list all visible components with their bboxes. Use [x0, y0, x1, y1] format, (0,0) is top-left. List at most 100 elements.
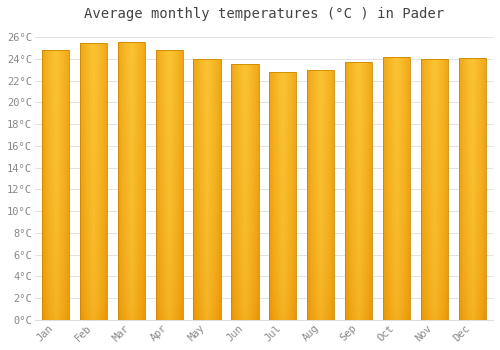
Bar	[383, 182, 410, 185]
Bar	[458, 87, 486, 91]
Bar	[383, 99, 410, 103]
Bar	[232, 218, 258, 221]
Bar	[400, 57, 401, 320]
Bar	[383, 142, 410, 146]
Bar	[164, 50, 165, 320]
Bar	[80, 223, 107, 226]
Bar	[156, 134, 183, 138]
Bar	[307, 207, 334, 210]
Bar	[458, 64, 486, 68]
Bar	[232, 74, 258, 77]
Bar	[80, 205, 107, 209]
Bar	[44, 50, 46, 320]
Bar	[269, 273, 296, 276]
Bar	[118, 309, 145, 313]
Bar	[293, 72, 294, 320]
Bar	[194, 59, 220, 320]
Bar	[383, 93, 410, 96]
Bar	[232, 90, 258, 93]
Bar	[118, 250, 145, 254]
Bar	[307, 276, 334, 279]
Bar	[432, 59, 433, 320]
Bar	[194, 196, 220, 199]
Bar	[118, 243, 145, 247]
Bar	[345, 256, 372, 259]
Bar	[156, 188, 183, 192]
Bar	[156, 91, 183, 94]
Bar	[307, 254, 334, 257]
Bar	[420, 157, 448, 160]
Bar	[86, 43, 88, 320]
Bar	[232, 224, 258, 227]
Bar	[168, 50, 169, 320]
Bar	[42, 198, 69, 202]
Bar	[80, 126, 107, 129]
Bar	[126, 42, 127, 320]
Bar	[80, 63, 107, 67]
Bar	[232, 112, 258, 116]
Bar	[345, 75, 372, 78]
Bar	[194, 134, 220, 137]
Bar	[156, 307, 183, 310]
Bar	[216, 59, 218, 320]
Bar	[383, 284, 410, 287]
Bar	[332, 70, 333, 320]
Bar	[156, 70, 183, 74]
Bar	[269, 292, 296, 295]
Bar	[232, 64, 234, 320]
Bar	[42, 158, 69, 161]
Bar	[307, 310, 334, 314]
Bar	[56, 50, 57, 320]
Bar	[345, 133, 372, 136]
Bar	[194, 268, 220, 271]
Bar	[383, 57, 410, 60]
Bar	[420, 258, 448, 261]
Bar	[420, 290, 448, 294]
Bar	[80, 275, 107, 278]
Bar	[458, 123, 486, 127]
Bar	[307, 289, 334, 292]
Bar	[232, 195, 258, 198]
Bar	[383, 280, 410, 284]
Bar	[176, 50, 178, 320]
Bar	[42, 178, 69, 182]
Bar	[269, 131, 296, 134]
Bar	[269, 227, 296, 230]
Bar	[118, 313, 145, 316]
Bar	[383, 159, 410, 162]
Bar	[232, 304, 258, 307]
Bar	[101, 43, 102, 320]
Bar	[420, 186, 448, 189]
Bar	[80, 122, 107, 126]
Bar	[358, 62, 360, 320]
Bar	[345, 114, 372, 117]
Bar	[307, 292, 334, 295]
Bar	[388, 57, 389, 320]
Bar	[106, 43, 107, 320]
Bar	[80, 303, 107, 306]
Bar	[80, 237, 107, 240]
Bar	[118, 69, 145, 73]
Bar	[345, 201, 372, 204]
Bar	[194, 193, 220, 196]
Bar	[156, 205, 183, 209]
Bar	[118, 118, 145, 121]
Bar	[232, 262, 258, 266]
Bar	[307, 123, 334, 126]
Bar	[307, 95, 334, 98]
Bar	[307, 245, 334, 248]
Bar	[156, 158, 183, 161]
Bar	[383, 162, 410, 165]
Bar	[269, 149, 296, 153]
Bar	[420, 287, 448, 290]
Bar	[420, 235, 448, 238]
Bar	[194, 102, 220, 105]
Bar	[383, 80, 410, 83]
Bar	[383, 66, 410, 70]
Bar	[118, 230, 145, 233]
Bar	[68, 50, 69, 320]
Bar	[458, 297, 486, 300]
Bar	[84, 43, 86, 320]
Bar	[118, 302, 145, 306]
Bar	[66, 50, 67, 320]
